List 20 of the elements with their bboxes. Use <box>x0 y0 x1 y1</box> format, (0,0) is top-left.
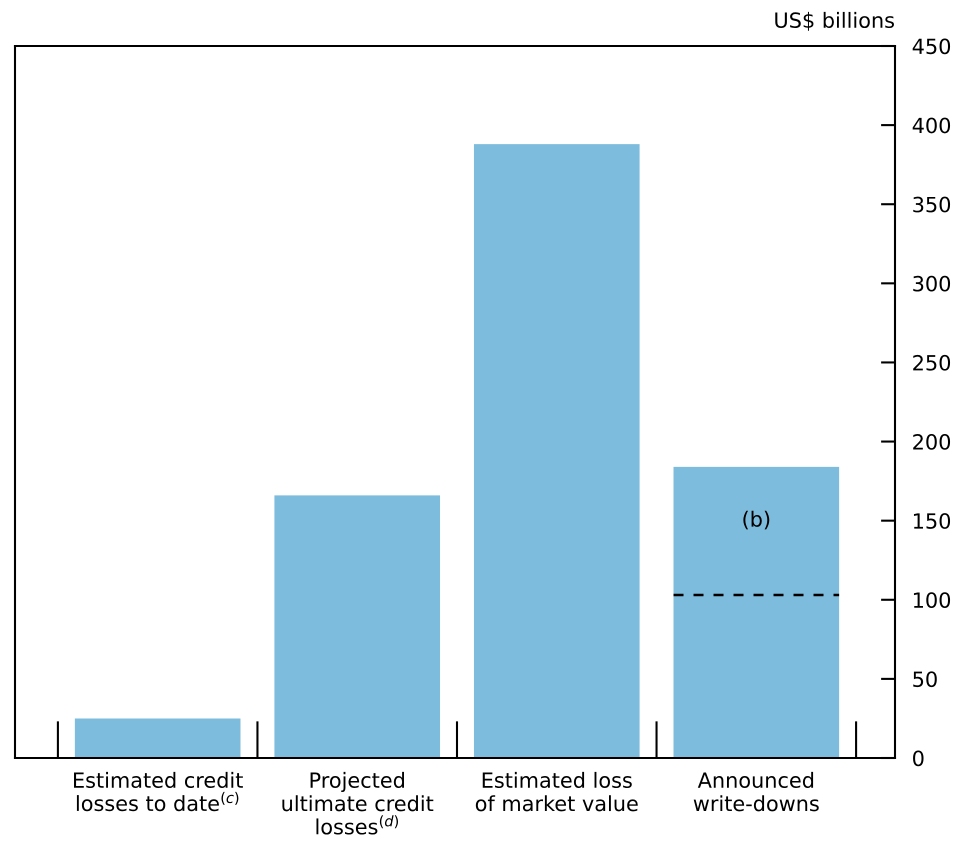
y-tick-label: 100 <box>914 592 950 608</box>
y-tick-label: 450 <box>912 38 950 54</box>
x-tick-label: Announced write-downs <box>694 772 819 812</box>
x-tick-label: Projected ultimate credit losses$^{(d)}$ <box>282 772 434 835</box>
y-tick-label: 400 <box>912 118 950 134</box>
y-tick-label: 200 <box>913 434 950 450</box>
y-tick-label: 300 <box>913 276 950 292</box>
y-tick-label: 150 <box>914 513 950 529</box>
y-tick-label: 250 <box>913 354 950 371</box>
x-tick-label: Estimated credit losses to date$^{(c)}$ <box>74 772 243 812</box>
bar <box>274 495 440 758</box>
y-axis-title: US$ billions <box>775 12 894 31</box>
x-tick-label: Estimated loss of market value <box>476 772 638 812</box>
bar <box>74 718 240 758</box>
bar <box>674 466 840 758</box>
y-tick-label: 350 <box>913 196 950 212</box>
y-tick-label: 50 <box>913 671 937 688</box>
bar <box>474 144 640 758</box>
y-tick-label: 0 <box>913 750 924 766</box>
ref-line-label: (b) <box>743 510 770 530</box>
